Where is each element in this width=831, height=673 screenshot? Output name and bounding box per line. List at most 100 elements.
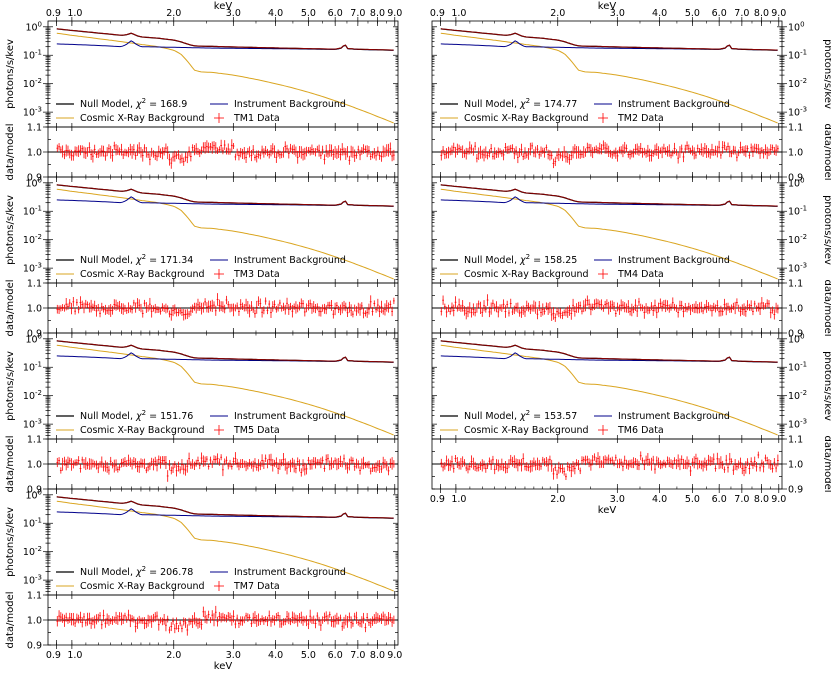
legend-cxb-label: Cosmic X-Ray Background [80,113,205,124]
panel-TM5: 100 10-1 10-2 10-3 0.9 1.0 1.1 photons/s/kev dat… [5,332,399,496]
legend: Null Model, χ2 = 158.25 Instrument Backgr… [440,253,730,280]
ratio-ytick-label: 0.9 [788,173,803,184]
spectrum-ytick-label: 10-1 [788,205,807,218]
ratio-ylabel: data/model [822,435,831,492]
cxb-line [56,32,394,124]
legend-data-label: TM2 Data [617,113,664,124]
xtick-label: 9.0 [387,650,402,661]
cxb-line [440,344,778,436]
xtick-label: 6.0 [712,494,727,505]
legend-data-label: TM7 Data [233,581,280,592]
xtick-label: 5.0 [685,494,700,505]
spectrum-ylabel: photons/s/kev [822,195,831,265]
legend-instrument-label: Instrument Background [618,99,730,110]
spectrum-ytick-label: 100 [788,332,805,345]
spectrum-ytick-label: 100 [25,488,42,501]
spectrum-ytick-label: 10-3 [23,574,42,587]
spectrum-ytick-label: 10-1 [788,49,807,62]
xtick-label: 1.0 [67,650,82,661]
xlabel: keV [598,505,617,516]
spectrum-ytick-label: 10-3 [788,418,807,431]
top-xtick-label: 7.0 [350,8,365,19]
spectrum-ytick-label: 10-3 [788,106,807,119]
cxb-line [440,32,778,124]
ratio-ytick-label: 1.1 [27,435,42,446]
legend-cxb-label: Cosmic X-Ray Background [80,425,205,436]
top-xtick-label: 3.0 [610,8,625,19]
spectrum-ytick-label: 10-1 [788,361,807,374]
xtick-label: 3.0 [226,650,241,661]
spectrum-ytick-label: 10-1 [23,517,42,530]
legend: Null Model, χ2 = 153.57 Instrument Backgr… [440,409,730,436]
legend-cxb-label: Cosmic X-Ray Background [464,113,589,124]
cxb-line [440,188,778,280]
legend-cxb-label: Cosmic X-Ray Background [80,269,205,280]
spectrum-ytick-label: 10-2 [788,77,807,90]
legend: Null Model, χ2 = 174.77 Instrument Backgr… [440,97,730,124]
spectrum-ytick-label: 10-2 [788,389,807,402]
data-spectrum-line [56,340,394,363]
data-spectrum-line [56,184,394,207]
legend-instrument-label: Instrument Background [618,411,730,422]
legend: Null Model, χ2 = 151.76 Instrument Backgr… [56,409,346,436]
legend-cxb-label: Cosmic X-Ray Background [464,425,589,436]
legend-instrument-label: Instrument Background [234,411,346,422]
ratio-ylabel: data/model [5,123,16,180]
xtick-label: 0.9 [46,650,61,661]
ratio-ytick-label: 1.1 [27,591,42,602]
top-xtick-label: 8.0 [754,8,769,19]
ratio-ylabel: data/model [5,591,16,648]
legend-data-label: TM1 Data [233,113,280,124]
xtick-label: 8.0 [754,494,769,505]
ratio-ytick-label: 0.9 [788,329,803,340]
xtick-label: 4.0 [268,650,283,661]
data-spectrum-line [56,28,394,51]
panel-TM1: 100 10-1 10-2 10-3 0.9 1.0 1.1 photons/s/kev dat… [5,20,399,184]
legend-instrument-label: Instrument Background [234,567,346,578]
top-xtick-label: 1.0 [67,8,82,19]
ratio-ylabel: data/model [5,279,16,336]
spectrum-ytick-label: 100 [788,176,805,189]
data-spectrum-line [440,340,778,363]
ratio-ylabel: data/model [822,123,831,180]
top-xlabel: keV [214,1,233,12]
legend-null-label: Null Model, χ2 = 174.77 [464,97,577,110]
legend-instrument-label: Instrument Background [618,255,730,266]
ratio-ytick-label: 0.9 [27,641,42,652]
xtick-label: 2.0 [166,650,181,661]
xtick-label: 9.0 [771,494,786,505]
spectrum-ylabel: photons/s/kev [5,351,16,421]
ratio-ytick-label: 1.1 [788,279,803,290]
panel-TM6: 100 10-1 10-2 10-3 0.9 1.0 1.1 photons/s/kev dat… [430,332,831,516]
top-xtick-label: 9.0 [771,8,786,19]
top-xtick-label: 0.9 [430,8,445,19]
ratio-ytick-label: 1.0 [27,616,42,627]
xtick-label: 1.0 [451,494,466,505]
legend: Null Model, χ2 = 171.34 Instrument Backgr… [56,253,346,280]
ratio-ytick-label: 1.1 [27,279,42,290]
ratio-ytick-label: 1.1 [27,123,42,134]
ratio-ytick-label: 1.0 [27,148,42,159]
ratio-ytick-label: 0.9 [27,329,42,340]
ratio-ytick-label: 0.9 [788,485,803,496]
legend: Null Model, χ2 = 206.78 Instrument Backgr… [56,565,346,592]
cxb-line [56,344,394,436]
legend-instrument-label: Instrument Background [234,255,346,266]
ratio-ytick-label: 0.9 [27,485,42,496]
data-spectrum-line [56,496,394,519]
xtick-label: 5.0 [301,650,316,661]
spectrum-ytick-label: 10-3 [788,262,807,275]
data-spectrum-line [440,184,778,207]
cxb-line [56,188,394,280]
ratio-ytick-label: 1.0 [788,460,803,471]
panel-TM3: 100 10-1 10-2 10-3 0.9 1.0 1.1 photons/s/kev dat… [5,176,399,340]
top-xtick-label: 5.0 [685,8,700,19]
spectrum-ytick-label: 10-2 [23,389,42,402]
ratio-ytick-label: 1.1 [788,123,803,134]
legend-null-label: Null Model, χ2 = 171.34 [80,253,193,266]
top-xtick-label: 6.0 [328,8,343,19]
ratio-ytick-label: 0.9 [27,173,42,184]
spectrum-ytick-label: 10-1 [23,205,42,218]
top-xtick-label: 8.0 [370,8,385,19]
